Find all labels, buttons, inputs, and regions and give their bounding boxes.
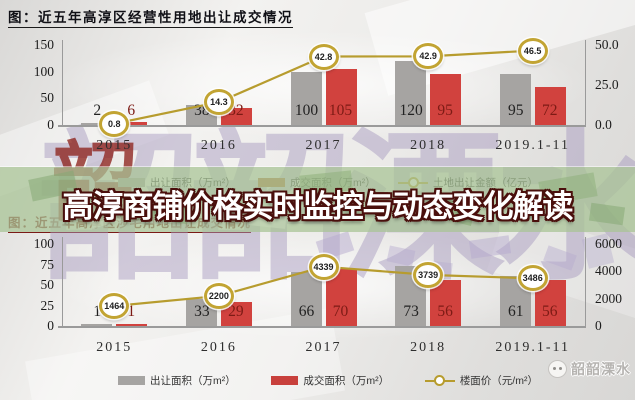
right-tick-label: 2000 — [595, 290, 622, 306]
x-tick-label: 2017 — [305, 138, 342, 153]
y-axis-line — [62, 237, 63, 327]
x-tick-label: 2018 — [410, 340, 447, 355]
x-tick-label: 2018 — [410, 138, 447, 153]
right-tick-label: 6000 — [595, 236, 622, 251]
bar-value-label: 70 — [332, 303, 349, 320]
line-marker: 3486 — [517, 265, 548, 292]
line-marker: 4339 — [308, 253, 339, 280]
bar-red — [116, 324, 148, 326]
legend-item-gray: 出让面积（万m²） — [118, 373, 236, 388]
banner-headline: 高淳商铺价格实时监控与动态变化解读 — [62, 189, 574, 224]
right-axis-line — [585, 237, 586, 327]
y-tick-label: 75 — [40, 256, 55, 272]
line-marker: 3739 — [413, 261, 444, 288]
legend-label: 楼面价（元/m²） — [459, 375, 538, 387]
brand-name: 韶韶溧水 — [571, 361, 631, 377]
bar-gray — [81, 324, 113, 326]
chart1-title: 图：近五年高淳区经营性用地出让成交情况 — [8, 6, 293, 28]
line-marker: 2200 — [203, 282, 234, 309]
banner-band — [0, 167, 635, 232]
y-tick-label: 100 — [33, 63, 54, 79]
cat-face-icon — [548, 360, 567, 378]
x-tick-label: 2019.1-11 — [495, 340, 571, 355]
chart2-legend: 出让面积（万m²） 成交面积（万m²） 楼面价（元/m²） — [118, 373, 538, 388]
x-tick-label: 2015 — [96, 138, 133, 153]
right-tick-label: 4000 — [595, 263, 622, 279]
y-tick-label: 25 — [40, 297, 55, 313]
y-tick-label: 100 — [33, 236, 54, 251]
gray-swatch-icon — [118, 376, 145, 385]
legend-item-line: 楼面价（元/m²） — [424, 373, 538, 388]
x-axis-line — [58, 326, 586, 328]
line-marker-swatch-icon — [424, 375, 455, 386]
x-tick-label: 2019.1-11 — [495, 138, 571, 153]
x-tick-label: 2015 — [96, 340, 133, 355]
red-swatch-icon — [271, 376, 299, 385]
x-tick-label: 2016 — [200, 340, 237, 355]
y-tick-label: 50 — [40, 277, 55, 292]
y-tick-label: 0 — [47, 318, 54, 333]
x-tick-label: 2016 — [200, 138, 237, 153]
legend-label: 成交面积（万m²） — [303, 375, 390, 387]
bar-value-label: 56 — [541, 303, 558, 320]
legend-label: 出让面积（万m²） — [150, 375, 236, 387]
right-tick-label: 0.0 — [595, 117, 612, 132]
legend-item-red: 成交面积（万m²） — [271, 373, 389, 388]
brand-badge: 韶韶溧水 — [548, 359, 631, 379]
bar-value-label: 56 — [437, 303, 453, 320]
right-tick-label: 0 — [595, 318, 602, 333]
x-tick-label: 2017 — [305, 340, 342, 355]
y-tick-label: 150 — [33, 37, 54, 52]
